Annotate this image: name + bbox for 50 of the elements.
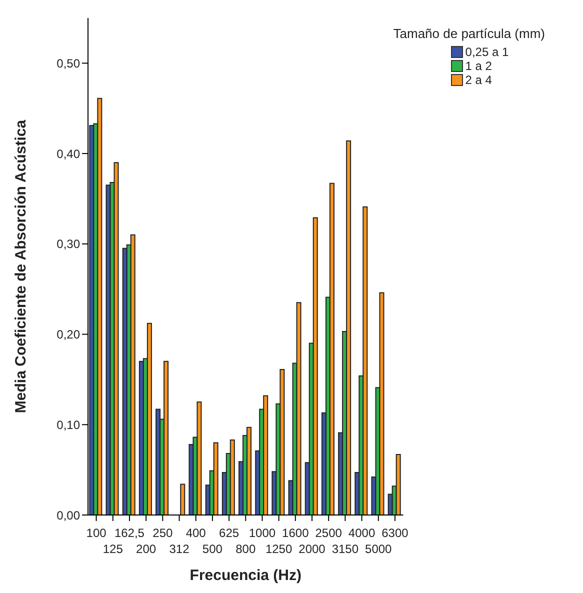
bar <box>230 440 235 515</box>
x-tick-label: 2000 <box>298 542 326 556</box>
legend-label: 2 a 4 <box>464 73 493 87</box>
bar <box>130 234 136 515</box>
x-tick-label: 625 <box>219 526 240 540</box>
x-tick-label: 1000 <box>248 526 276 540</box>
legend-label: 0,25 a 1 <box>464 45 510 59</box>
y-axis-title: Media Coeficiente de Absorción Acústica <box>12 119 30 414</box>
bar <box>213 442 218 515</box>
x-tick-label: 162,5 <box>114 526 145 540</box>
y-tick-label: 0,30 <box>56 237 80 252</box>
x-tick-label: 1250 <box>265 542 292 556</box>
bar <box>97 98 102 515</box>
bar <box>379 292 384 515</box>
x-tick-label: 800 <box>236 542 256 556</box>
x-tick-label: 250 <box>152 526 173 540</box>
x-tick-label: 6300 <box>382 526 409 540</box>
bar <box>263 395 268 515</box>
x-tick-label: 5000 <box>365 542 392 556</box>
bar <box>329 182 334 515</box>
bar <box>312 217 318 515</box>
x-tick-label: 125 <box>102 542 124 556</box>
bar <box>146 322 152 515</box>
x-tick-label: 100 <box>86 526 107 540</box>
x-tick-label: 3150 <box>332 542 359 556</box>
bar <box>164 360 169 515</box>
bar <box>180 484 186 515</box>
bar <box>280 369 285 515</box>
bar <box>246 426 252 515</box>
x-tick-label: 1600 <box>282 526 310 540</box>
bar <box>296 302 302 515</box>
y-tick-label: 0,20 <box>56 328 80 342</box>
legend-label: 1 a 2 <box>464 59 493 73</box>
x-tick-label: 312 <box>169 542 190 556</box>
x-tick-label: 500 <box>202 542 223 556</box>
x-tick-label: 400 <box>186 526 206 540</box>
bar <box>114 162 119 515</box>
x-tick-label: 2500 <box>315 526 342 540</box>
y-tick-label: 0,50 <box>56 56 80 70</box>
bar <box>346 140 352 515</box>
bar <box>362 206 368 515</box>
bar <box>196 402 202 515</box>
y-tick-label: 0,10 <box>56 418 80 432</box>
bar <box>396 454 401 515</box>
x-tick-label: 4000 <box>348 526 376 540</box>
x-axis-title: Frecuencia (Hz) <box>190 567 302 584</box>
y-tick-label: 0,00 <box>56 508 80 522</box>
y-tick-label: 0,40 <box>56 146 80 161</box>
x-tick-label: 200 <box>136 542 156 556</box>
legend-title: Tamaño de partícula (mm) <box>393 26 545 41</box>
